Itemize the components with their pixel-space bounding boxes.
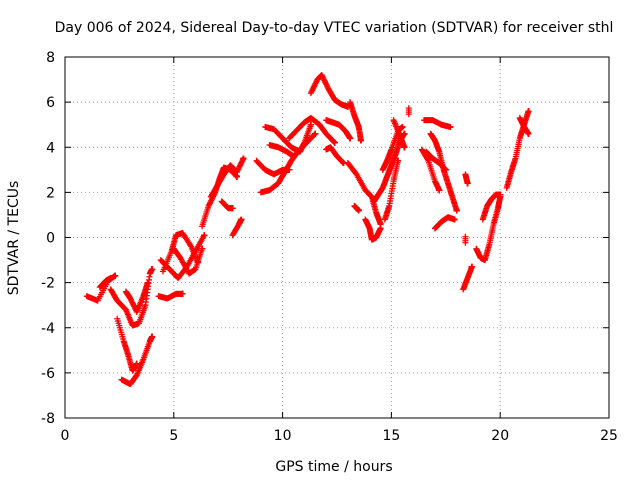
- data-track: [351, 202, 362, 214]
- data-point: [468, 263, 475, 270]
- data-track: [421, 117, 454, 130]
- data-point: [307, 121, 314, 128]
- data-track: [347, 99, 364, 144]
- data-point: [144, 279, 151, 286]
- data-point: [238, 216, 245, 223]
- x-axis-label: GPS time / hours: [275, 459, 392, 475]
- data-track: [218, 198, 236, 212]
- data-track: [207, 155, 247, 200]
- data-track: [323, 117, 354, 142]
- data-track: [262, 121, 314, 155]
- data-point: [399, 123, 406, 130]
- y-tick-label: -6: [41, 366, 55, 382]
- data-track: [390, 117, 408, 151]
- data-points: [83, 72, 532, 388]
- y-tick-label: 2: [46, 185, 55, 201]
- data-track: [257, 130, 319, 196]
- data-point: [311, 131, 318, 138]
- data-point: [112, 272, 119, 279]
- data-point: [401, 144, 408, 151]
- data-point: [377, 225, 384, 232]
- data-track: [418, 146, 443, 194]
- data-point: [229, 205, 236, 212]
- data-track: [323, 144, 347, 167]
- data-track: [462, 233, 469, 246]
- data-track: [96, 275, 114, 291]
- y-tick-label: -2: [41, 276, 55, 292]
- y-tick-label: 8: [46, 50, 55, 66]
- data-track: [431, 214, 458, 232]
- data-track: [286, 114, 338, 146]
- x-tick-label: 0: [61, 428, 70, 444]
- data-point: [436, 187, 443, 194]
- data-point: [462, 239, 469, 246]
- data-point: [149, 333, 156, 340]
- data-track: [122, 279, 151, 315]
- data-track: [344, 160, 384, 227]
- data-point: [394, 157, 401, 164]
- chart-title: Day 006 of 2024, Sidereal Day-to-day VTE…: [55, 20, 614, 36]
- x-tick-label: 15: [382, 428, 400, 444]
- data-point: [339, 159, 346, 166]
- data-point: [453, 207, 460, 214]
- data-point: [451, 216, 458, 223]
- x-tick-label: 10: [274, 428, 292, 444]
- data-point: [107, 275, 114, 282]
- data-point: [525, 130, 532, 137]
- data-point: [347, 135, 354, 142]
- data-point: [497, 191, 504, 198]
- x-tick-label: 25: [600, 428, 618, 444]
- data-point: [240, 155, 247, 162]
- data-track: [266, 141, 297, 160]
- data-track: [307, 72, 351, 110]
- data-track: [503, 108, 532, 191]
- y-tick-label: 4: [46, 140, 55, 156]
- data-track: [83, 272, 119, 304]
- data-track: [381, 157, 401, 223]
- data-track: [107, 266, 156, 329]
- data-track: [479, 191, 504, 223]
- data-point: [290, 153, 297, 160]
- y-tick-label: -8: [41, 411, 55, 427]
- data-track: [199, 164, 240, 230]
- data-track: [405, 105, 412, 118]
- data-point: [355, 207, 362, 214]
- data-point: [199, 245, 206, 252]
- data-point: [401, 130, 408, 137]
- x-tick-labels: 0 5 10 15 20 25: [61, 57, 618, 444]
- data-point: [331, 139, 338, 146]
- data-point: [330, 138, 337, 145]
- data-point: [464, 180, 471, 187]
- y-tick-labels: -8 -6 -4 -2 0 2 4 6 8: [41, 50, 609, 427]
- data-track: [462, 171, 471, 187]
- data-point: [357, 137, 364, 144]
- y-tick-label: 0: [46, 231, 55, 247]
- data-point: [447, 123, 454, 130]
- data-point: [201, 232, 208, 239]
- data-point: [424, 156, 431, 163]
- data-track: [155, 290, 186, 302]
- data-track: [460, 263, 475, 293]
- x-tick-label: 5: [169, 428, 178, 444]
- data-track: [516, 114, 532, 137]
- x-tick-label: 20: [491, 428, 509, 444]
- data-track: [362, 216, 384, 243]
- data-track: [427, 130, 460, 214]
- y-axis-label: SDTVAR / TECUs: [6, 181, 22, 296]
- data-track: [170, 245, 206, 277]
- y-tick-label: -4: [41, 321, 55, 337]
- data-track: [229, 216, 245, 239]
- data-point: [405, 111, 412, 118]
- data-point: [312, 130, 319, 137]
- data-track: [118, 333, 156, 388]
- y-tick-label: 6: [46, 95, 55, 111]
- data-point: [179, 290, 186, 297]
- data-point: [525, 108, 532, 115]
- data-point: [149, 266, 156, 273]
